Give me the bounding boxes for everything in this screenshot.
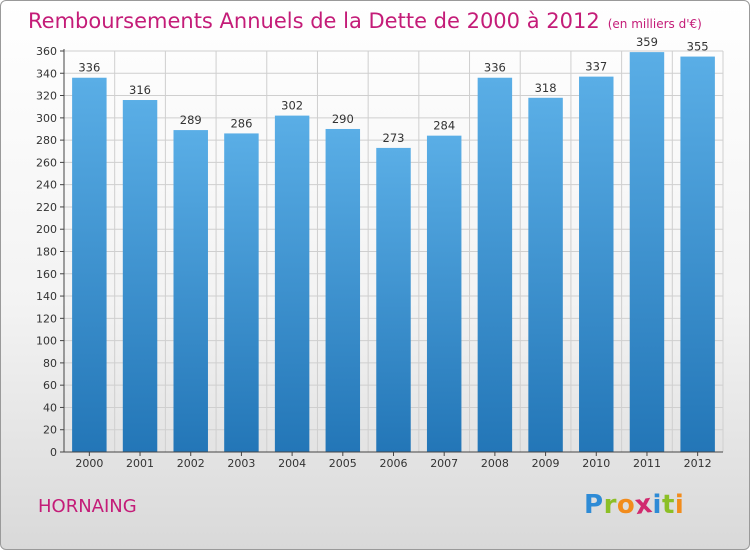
x-tick-label-2010: 2010 xyxy=(582,457,610,470)
x-tick-label-2012: 2012 xyxy=(684,457,712,470)
value-label-2004: 302 xyxy=(281,99,303,113)
y-tick-label: 160 xyxy=(36,268,57,281)
bar-2011[interactable] xyxy=(629,52,665,452)
logo-letter: t xyxy=(661,490,675,520)
x-tick-label-2006: 2006 xyxy=(380,457,408,470)
bar-2012[interactable] xyxy=(680,56,715,452)
y-tick-label: 340 xyxy=(36,67,57,80)
y-tick-label: 80 xyxy=(43,357,57,370)
logo-letter: o xyxy=(616,490,636,520)
bar-2001[interactable] xyxy=(122,100,158,452)
y-tick-label: 100 xyxy=(36,335,57,348)
value-label-2002: 289 xyxy=(180,113,202,127)
y-tick-label: 140 xyxy=(36,290,57,303)
x-tick-label-2001: 2001 xyxy=(126,457,154,470)
x-tick-label-2003: 2003 xyxy=(227,457,255,470)
value-label-2006: 273 xyxy=(383,131,405,145)
x-tick-label-2005: 2005 xyxy=(329,457,357,470)
value-label-2011: 359 xyxy=(636,35,658,49)
value-label-2009: 318 xyxy=(535,81,557,95)
chart-title: Remboursements Annuels de la Dette de 20… xyxy=(28,9,702,33)
value-label-2001: 316 xyxy=(129,83,151,97)
chart-unit: (en milliers d'€) xyxy=(607,17,702,31)
bar-2010[interactable] xyxy=(579,76,614,452)
bar-2003[interactable] xyxy=(224,133,259,452)
y-tick-label: 260 xyxy=(36,156,57,169)
bar-2005[interactable] xyxy=(325,128,361,452)
y-tick-label: 220 xyxy=(36,201,57,214)
value-label-2003: 286 xyxy=(230,116,252,130)
x-tick-label-2000: 2000 xyxy=(75,457,103,470)
y-tick-label: 20 xyxy=(43,424,57,437)
logo-letter: r xyxy=(603,490,617,520)
value-label-2012: 355 xyxy=(687,40,709,54)
bar-2004[interactable] xyxy=(274,115,310,452)
y-tick-label: 200 xyxy=(36,223,57,236)
location-name: HORNAING xyxy=(38,496,137,517)
bar-2009[interactable] xyxy=(528,97,563,453)
bar-2007[interactable] xyxy=(426,135,462,452)
y-tick-label: 0 xyxy=(50,446,57,459)
bar-2006[interactable] xyxy=(376,147,411,453)
y-tick-label: 60 xyxy=(43,379,57,392)
y-tick-label: 300 xyxy=(36,112,57,125)
value-label-2010: 337 xyxy=(585,60,607,74)
y-tick-label: 40 xyxy=(43,401,57,414)
y-tick-label: 180 xyxy=(36,246,57,259)
x-tick-label-2004: 2004 xyxy=(278,457,306,470)
logo-letter: i xyxy=(652,490,662,520)
logo-letter: x xyxy=(633,488,655,522)
x-tick-label-2009: 2009 xyxy=(532,457,560,470)
y-tick-label: 280 xyxy=(36,134,57,147)
y-tick-label: 320 xyxy=(36,90,57,103)
y-tick-label: 360 xyxy=(36,45,57,58)
x-tick-label-2008: 2008 xyxy=(481,457,509,470)
value-label-2007: 284 xyxy=(433,119,455,133)
value-label-2008: 336 xyxy=(484,61,506,75)
x-tick-label-2011: 2011 xyxy=(633,457,661,470)
value-label-2000: 336 xyxy=(78,61,100,75)
axes: 0 20 40 60 80 100 120 140 160 180 200 220 240 260 280 3… xyxy=(36,45,723,470)
bars: 336 316 289 286 302 290 273 284 336 318 337 359 355 xyxy=(72,35,715,453)
x-tick-label-2007: 2007 xyxy=(430,457,458,470)
bar-2008[interactable] xyxy=(477,77,513,452)
chart-title-text: Remboursements Annuels de la Dette de 20… xyxy=(28,9,600,33)
bar-2000[interactable] xyxy=(72,77,107,452)
x-tick-label-2002: 2002 xyxy=(177,457,205,470)
proxiti-logo[interactable]: Proxiti xyxy=(584,488,685,522)
logo-letter: i xyxy=(674,490,685,520)
value-label-2005: 290 xyxy=(332,112,354,126)
logo-letter: P xyxy=(584,490,604,520)
bar-2002[interactable] xyxy=(173,130,208,452)
y-tick-label: 120 xyxy=(36,312,57,325)
y-tick-label: 240 xyxy=(36,179,57,192)
